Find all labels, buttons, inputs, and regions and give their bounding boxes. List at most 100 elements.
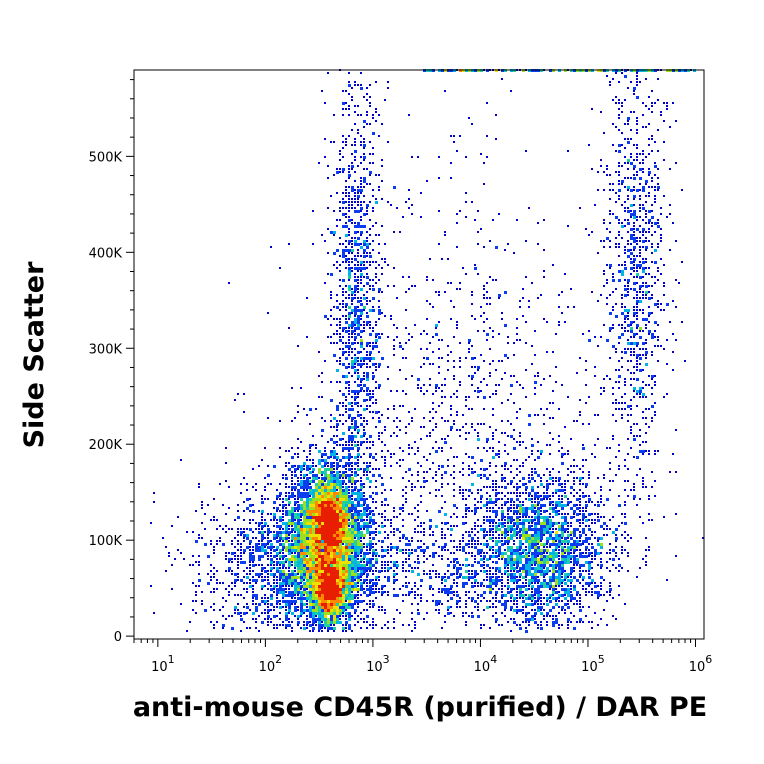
scatter-point [312,537,315,540]
scatter-point [363,501,366,504]
scatter-point [549,534,552,537]
scatter-point [567,537,569,539]
scatter-point [327,522,330,525]
scatter-point [318,486,321,489]
scatter-point [525,549,527,551]
scatter-point [552,624,555,627]
scatter-point [567,546,570,549]
scatter-point [609,528,611,530]
scatter-point [534,558,537,561]
scatter-point [276,495,279,498]
scatter-point [327,564,330,567]
scatter-point [654,330,656,332]
scatter-point [267,534,269,536]
scatter-point [654,162,656,164]
scatter-point [360,417,362,419]
scatter-point [336,465,339,468]
scatter-point [273,606,275,608]
scatter-point [504,567,506,569]
scatter-point [537,588,540,591]
scatter-point [276,561,279,564]
scatter-point [624,99,626,101]
scatter-point [327,531,330,534]
scatter-point [579,504,581,506]
scatter-point [297,552,300,555]
scatter-point [354,294,356,296]
scatter-point [306,519,309,522]
scatter-point [348,318,350,320]
scatter-point [282,513,284,515]
scatter-point [342,342,344,344]
scatter-point [549,483,551,485]
scatter-point [300,510,303,513]
scatter-point [339,513,342,516]
scatter-point [546,480,548,482]
scatter-point [504,525,506,527]
scatter-point [582,528,585,531]
scatter-point [282,576,285,579]
scatter-point [297,477,299,479]
scatter-point [471,573,473,575]
scatter-point [579,564,582,567]
scatter-point [312,564,315,567]
scatter-point [612,78,614,80]
scatter-point [348,606,351,609]
scatter-point [213,498,215,500]
scatter-point [633,387,636,390]
scatter-point [306,564,309,567]
scatter-point [225,555,227,557]
scatter-point [630,324,632,326]
scatter-point [555,537,558,540]
scatter-point [369,579,372,582]
scatter-point [648,219,651,222]
scatter-point [348,93,350,95]
scatter-point [201,600,203,602]
scatter-point [222,627,224,629]
scatter-point [591,591,593,593]
scatter-point [330,537,333,540]
scatter-point [300,513,303,516]
scatter-point [249,546,251,548]
scatter-point [648,240,650,242]
scatter-point [357,600,360,603]
scatter-point [291,612,294,615]
scatter-point [333,477,336,480]
scatter-point [375,402,377,404]
scatter-point [384,261,386,263]
scatter-point [564,588,567,591]
scatter-point [600,111,602,113]
scatter-point [351,435,354,438]
scatter-point [270,594,273,597]
scatter-point [195,540,198,543]
scatter-point [360,531,363,534]
scatter-point [285,504,287,506]
scatter-point [609,174,611,176]
scatter-point [276,600,279,603]
scatter-point [279,549,282,552]
scatter-point [357,522,360,525]
scatter-point [624,285,626,287]
scatter-point [537,579,540,582]
scatter-point [369,333,372,336]
scatter-point [591,519,593,521]
scatter-point [657,339,659,341]
scatter-point [510,465,512,467]
scatter-point [660,207,662,209]
scatter-point [363,126,365,128]
scatter-point [366,354,368,356]
scatter-point [393,186,396,189]
scatter-point [297,609,299,611]
scatter-point [363,324,365,326]
scatter-point [459,564,461,566]
scatter-point [321,624,324,627]
scatter-point [354,399,356,401]
scatter-point [354,483,356,485]
scatter-point [633,435,635,437]
scatter-point [363,591,366,594]
scatter-point [498,456,500,458]
scatter-point [468,579,470,581]
scatter-point [363,255,366,258]
scatter-point [570,516,573,519]
scatter-point [333,519,336,522]
scatter-point [576,540,579,543]
